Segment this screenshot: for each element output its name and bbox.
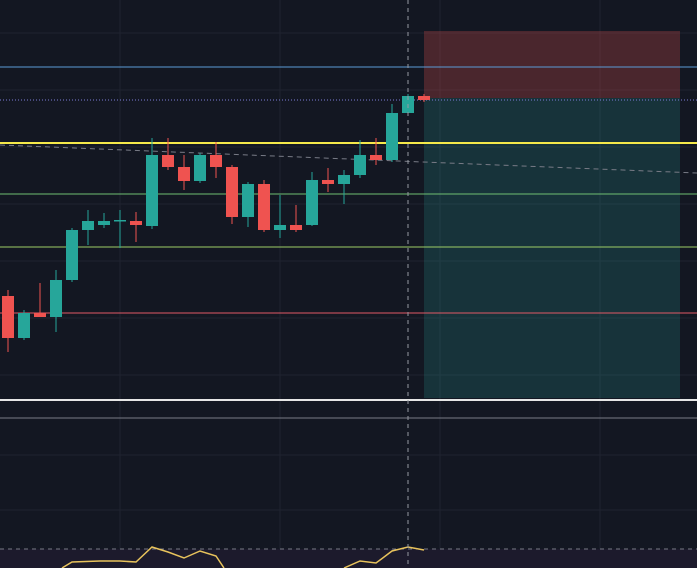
indicator-line [61,546,225,568]
candle-body [98,221,110,225]
candle-body [210,155,222,167]
candle-body [338,175,350,184]
candle-body [34,313,46,317]
candle-body [386,113,398,160]
candle-body [114,220,126,222]
candle-body [82,221,94,230]
candle-body [354,155,366,175]
candle-body [178,167,190,181]
candle-body [290,225,302,230]
candle-body [146,155,158,226]
candle-body [130,221,142,225]
candle-body [2,296,14,338]
candle-body [66,230,78,280]
candle-body [162,155,174,167]
candle-body [274,225,286,230]
candle-body [258,184,270,230]
candle-body [418,96,430,100]
candle-body [306,180,318,225]
candle-body [194,155,206,181]
candle-body [242,184,254,217]
candle-body [322,180,334,184]
candle-body [226,167,238,217]
candle-body [18,313,30,338]
candle-body [50,280,62,317]
indicator-line [343,546,425,568]
target-zone [424,98,680,398]
candle-body [370,155,382,160]
stop-zone [424,31,680,98]
candles [2,94,430,352]
indicator-band [0,549,697,568]
